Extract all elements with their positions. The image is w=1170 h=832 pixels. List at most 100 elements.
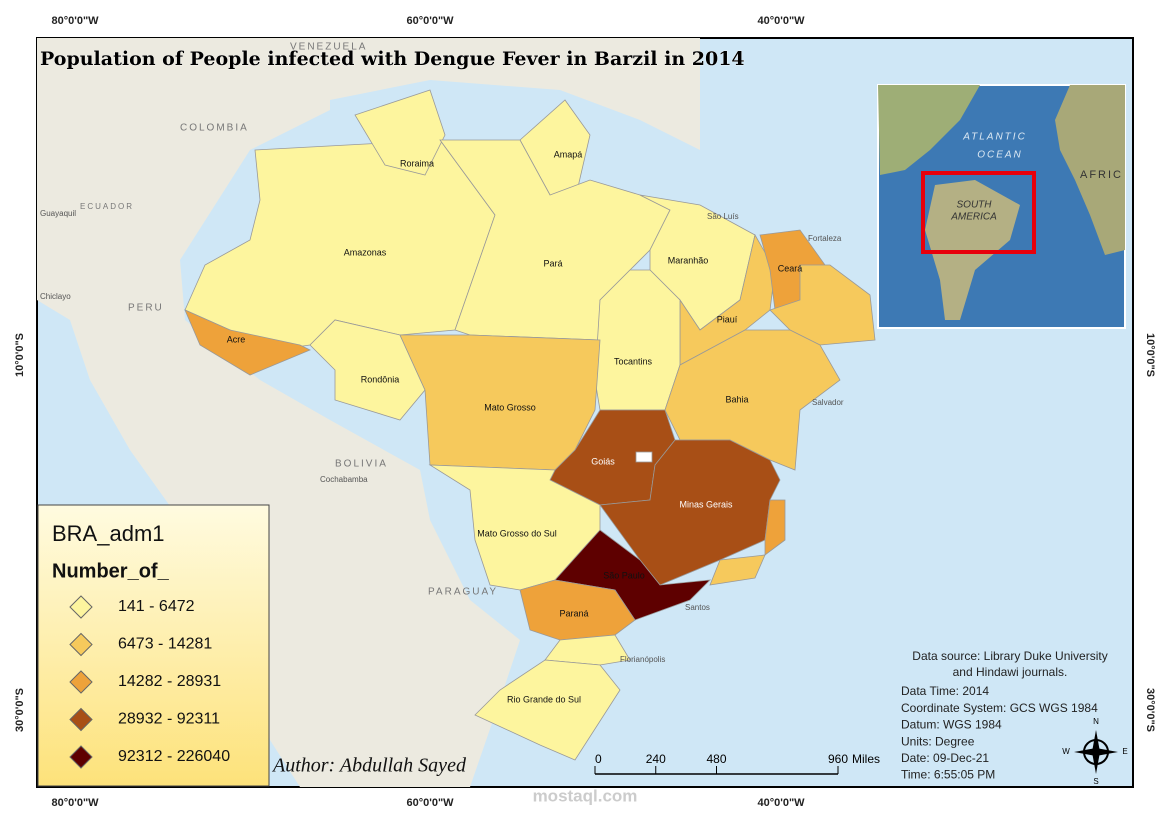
- graticule-label: 40°0'0"W: [757, 797, 805, 809]
- legend-label: 28932 - 92311: [118, 711, 220, 728]
- state-label: Tocantins: [614, 356, 653, 366]
- land: [37, 38, 520, 787]
- graticule-label: 30°0'0"S: [1144, 688, 1156, 732]
- map-title: Population of People infected with Dengu…: [40, 48, 745, 70]
- compass-needle: [1074, 748, 1118, 756]
- compass-label: E: [1122, 747, 1127, 756]
- compass-label: W: [1062, 747, 1070, 756]
- compass-label: S: [1093, 777, 1098, 786]
- country-label: ECUADOR: [80, 202, 134, 211]
- state-labels: Amazonas Roraima Amapá Pará Maranhão Pia…: [227, 149, 803, 704]
- country-label: VENEZUELA: [290, 42, 367, 53]
- author: Author: Abdullah Sayed: [271, 755, 467, 777]
- inset-label: ATLANTIC: [962, 132, 1027, 143]
- scale-bar: 0 240 480 960 Miles: [594, 752, 880, 775]
- state-label: Mato Grosso do Sul: [477, 528, 557, 538]
- legend-swatch: [69, 745, 93, 769]
- metadata-line: Data source: Library Duke University: [912, 649, 1107, 663]
- graticule-label: 10°0'0"S: [14, 333, 26, 377]
- scale-label: 480: [706, 752, 726, 766]
- legend-swatch: [69, 595, 93, 619]
- metadata-line: Coordinate System: GCS WGS 1984: [901, 701, 1098, 715]
- state-label: Bahia: [725, 394, 748, 404]
- legend-label: 14282 - 28931: [118, 673, 221, 690]
- basemap-labels: VENEZUELA COLOMBIA PERU BOLIVIA PARAGUAY…: [40, 42, 844, 664]
- state-label: Acre: [227, 334, 246, 344]
- city-label: Cochabamba: [320, 475, 368, 484]
- scale-label: 240: [646, 752, 666, 766]
- land: [330, 38, 700, 150]
- state-label: Rondônia: [361, 374, 400, 384]
- metadata: Data source: Library Duke University and …: [901, 649, 1108, 782]
- state: [439, 139, 671, 341]
- north-arrow: N E S W: [1062, 717, 1127, 786]
- watermark: mostaql.com: [533, 786, 638, 805]
- graticule-label: 60°0'0"W: [406, 797, 454, 809]
- state: [354, 89, 446, 176]
- state-label: São Paulo: [603, 570, 645, 580]
- metadata-line: and Hindawi journals.: [953, 665, 1068, 679]
- country-label: COLOMBIA: [180, 123, 249, 134]
- state-label: Mato Grosso: [484, 402, 536, 412]
- graticule-label: 30°0'0"S: [14, 688, 26, 732]
- state: [474, 659, 621, 761]
- graticule-label: 60°0'0"W: [406, 15, 454, 27]
- legend-field: Number_of_: [52, 560, 170, 582]
- scale-unit: Miles: [852, 752, 880, 766]
- legend-label: 141 - 6472: [118, 598, 195, 615]
- legend-label: 92312 - 226040: [118, 748, 230, 765]
- state: [184, 309, 311, 376]
- legend-swatch: [69, 632, 93, 657]
- state-label: Amapá: [554, 149, 583, 159]
- state-label: Amazonas: [344, 247, 387, 257]
- scale-label: 960: [828, 752, 848, 766]
- metadata-line: Time: 6:55:05 PM: [901, 768, 995, 782]
- state-label: Piauí: [717, 314, 738, 324]
- legend-title: BRA_adm1: [52, 521, 165, 546]
- city-label: Chiclayo: [40, 292, 71, 301]
- graticule: 80°0'0"W 60°0'0"W 40°0'0"W 80°0'0"W 60°0…: [14, 15, 1156, 809]
- state: [709, 554, 766, 586]
- state: [664, 329, 841, 471]
- inset-label: SOUTH: [957, 200, 993, 211]
- graticule-label: 80°0'0"W: [51, 15, 99, 27]
- city-label: Fortaleza: [808, 234, 842, 243]
- inset-map: ATLANTIC OCEAN SOUTH AMERICA AFRIC: [877, 84, 1126, 329]
- graticule-label: 10°0'0"S: [1144, 333, 1156, 377]
- city-label: Santos: [685, 603, 710, 612]
- legend-label: 6473 - 14281: [118, 636, 212, 653]
- state: [544, 634, 631, 666]
- country-label: PERU: [128, 303, 164, 314]
- state-label: Minas Gerais: [679, 499, 733, 509]
- city-label: São Luís: [707, 212, 739, 221]
- federal-district: [635, 451, 653, 463]
- state: [519, 579, 636, 641]
- states: [184, 89, 876, 761]
- metadata-line: Units: Degree: [901, 734, 975, 748]
- state: [764, 499, 786, 556]
- legend-swatch: [69, 707, 93, 732]
- city-label: Florianópolis: [620, 655, 665, 664]
- state-label: Roraima: [400, 158, 434, 168]
- metadata-line: Data Time: 2014: [901, 684, 989, 698]
- state-label: Rio Grande do Sul: [507, 694, 581, 704]
- city-label: Guayaquil: [40, 209, 76, 218]
- legend-swatch: [69, 670, 93, 694]
- state-label: Goiás: [591, 456, 615, 466]
- metadata-line: Datum: WGS 1984: [901, 718, 1002, 732]
- inset-label: AFRIC: [1080, 169, 1123, 181]
- legend: BRA_adm1 Number_of_ 141 - 6472 6473 - 142…: [37, 504, 270, 787]
- scale-label: 0: [595, 752, 602, 766]
- state-label: Ceará: [778, 263, 803, 273]
- inset-extent: [921, 171, 1036, 254]
- country-label: BOLIVIA: [335, 459, 388, 470]
- state-label: Maranhão: [668, 255, 709, 265]
- state: [309, 319, 426, 421]
- city-label: Salvador: [812, 398, 844, 407]
- state-label: Pará: [543, 258, 562, 268]
- graticule-label: 80°0'0"W: [51, 797, 99, 809]
- inset-label: OCEAN: [977, 150, 1023, 161]
- state-label: Paraná: [559, 608, 588, 618]
- country-label: PARAGUAY: [428, 587, 498, 598]
